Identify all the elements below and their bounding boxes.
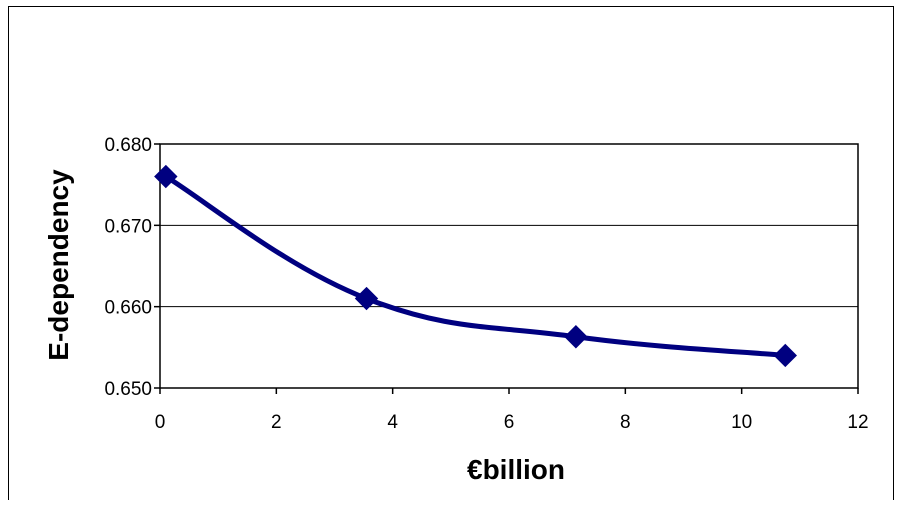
y-tick-label: 0.650: [104, 379, 152, 400]
x-tick-label: 6: [504, 412, 515, 433]
x-tick-label: 4: [387, 412, 398, 433]
data-point-marker: [154, 164, 178, 189]
x-axis-title: €billion: [467, 454, 565, 485]
gridlines: [160, 224, 858, 308]
chart-frame: [8, 6, 894, 500]
x-tick-label: 10: [731, 412, 752, 433]
series-layer: [154, 164, 797, 368]
x-tick-label: 0: [155, 412, 166, 433]
x-tick-label: 2: [271, 412, 282, 433]
data-point-marker: [773, 343, 797, 368]
data-point-marker: [564, 325, 588, 349]
y-tick-label: 0.660: [104, 298, 152, 319]
x-tick-label: 12: [847, 412, 868, 433]
x-tick-label: 8: [620, 412, 631, 433]
y-tick-label: 0.670: [104, 216, 152, 237]
y-axis-title: E-dependency: [43, 169, 74, 361]
series-line: [164, 174, 786, 358]
y-tick-label: 0.680: [104, 135, 152, 156]
axis-ticks: 0.650 0.660 0.670 0.680 0 2 4 6 8 10 12: [104, 135, 868, 433]
data-point-marker: [354, 286, 379, 311]
